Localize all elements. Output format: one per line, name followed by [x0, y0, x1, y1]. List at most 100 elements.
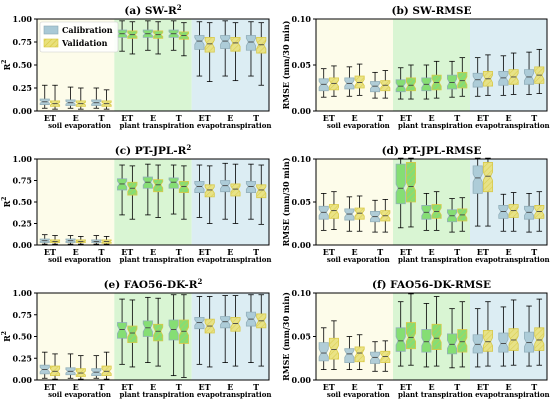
- x-tick-label: E: [505, 113, 511, 123]
- x-tick-label: ET: [44, 113, 56, 123]
- legend-swatch-hatch: [44, 39, 58, 47]
- region-evapotranspiration: [470, 159, 547, 245]
- x-tick-label: E: [351, 113, 357, 123]
- region-plant-transpiration: [393, 159, 470, 245]
- x-tick-label: T: [454, 113, 460, 123]
- region-plant-transpiration: [114, 159, 192, 245]
- y-tick-label: 0.25: [13, 83, 32, 93]
- x-tick-label: E: [227, 247, 233, 257]
- x-tick-label: E: [505, 247, 511, 257]
- box-validation-hatch: [534, 327, 544, 351]
- y-tick-label: 0.00: [13, 375, 33, 385]
- group-label: evapotranspiration: [475, 390, 550, 399]
- y-axis-label: RMSE (mm/30 min): [281, 157, 291, 246]
- box-validation-hatch: [432, 324, 442, 350]
- ylabel-superscript: 2: [1, 197, 8, 201]
- region-plant-transpiration: [393, 293, 470, 380]
- y-tick-label: 0.05: [292, 60, 311, 70]
- box-validation-hatch: [329, 204, 339, 219]
- panel-title: (d) PT-JPL-RMSE: [382, 145, 482, 157]
- box-calibration: [395, 163, 406, 205]
- group-label: plant transpiration: [119, 255, 194, 264]
- box-calibration: [498, 332, 509, 353]
- y-tick-label: 1.00: [13, 288, 33, 298]
- y-axis-label: R2: [1, 197, 12, 208]
- x-tick-label: E: [227, 113, 233, 123]
- box-calibration: [168, 177, 179, 189]
- y-tick-label: 0.05: [292, 332, 311, 342]
- region-soil-evaporation: [316, 293, 393, 380]
- group-label: soil evaporation: [48, 121, 111, 130]
- box-calibration: [194, 35, 205, 50]
- x-tick-label: T: [253, 113, 259, 123]
- x-tick-label: ET: [323, 113, 335, 123]
- y-tick-label: 1.00: [13, 154, 33, 164]
- y-tick-label: 0.50: [13, 197, 33, 207]
- legend-swatch-calibration: [43, 25, 59, 35]
- x-tick-label: E: [505, 382, 511, 392]
- x-tick-label: ET: [121, 113, 133, 123]
- x-tick-label: T: [253, 382, 259, 392]
- legend: Calibration Validation: [39, 21, 119, 53]
- x-tick-label: E: [150, 382, 156, 392]
- y-tick-label: 0.50: [13, 332, 33, 342]
- y-tick-label: 0.50: [13, 60, 33, 70]
- region-evapotranspiration: [191, 19, 269, 111]
- region-evapotranspiration: [470, 19, 547, 111]
- y-axis-label: RMSE (mm/30 min): [281, 292, 291, 381]
- x-tick-label: T: [176, 382, 182, 392]
- x-tick-label: E: [150, 247, 156, 257]
- x-tick-label: ET: [477, 382, 489, 392]
- x-tick-label: E: [351, 247, 357, 257]
- x-tick-label: ET: [400, 247, 412, 257]
- y-tick-label: 0.00: [292, 375, 312, 385]
- x-tick-label: E: [428, 113, 434, 123]
- region-plant-transpiration: [114, 19, 192, 111]
- x-tick-label: T: [98, 247, 104, 257]
- group-label: evapotranspiration: [475, 121, 550, 130]
- x-tick-label: ET: [199, 382, 211, 392]
- y-tick-label: 0.10: [292, 288, 312, 298]
- box-validation-hatch: [329, 338, 339, 360]
- y-tick-label: 0.75: [13, 37, 32, 47]
- box-validation-hatch: [406, 77, 416, 91]
- region-evapotranspiration: [470, 293, 547, 380]
- box-validation-hatch: [153, 179, 163, 192]
- box-validation-hatch: [205, 184, 215, 197]
- x-tick-label: ET: [477, 113, 489, 123]
- panel-title: (c) PT-JPL-R2: [115, 143, 192, 157]
- box-calibration: [370, 81, 381, 93]
- group-label: evapotranspiration: [475, 255, 550, 264]
- x-tick-label: ET: [323, 382, 335, 392]
- y-tick-label: 1.00: [13, 14, 33, 24]
- x-tick-label: T: [377, 247, 383, 257]
- group-label: plant transpiration: [398, 390, 473, 399]
- box-validation-hatch: [153, 324, 163, 341]
- x-tick-label: E: [227, 382, 233, 392]
- x-tick-label: T: [531, 382, 537, 392]
- group-label: evapotranspiration: [197, 255, 272, 264]
- group-label: evapotranspiration: [197, 121, 272, 130]
- y-axis-label: R2: [1, 331, 12, 342]
- x-tick-label: T: [253, 247, 259, 257]
- x-tick-label: T: [531, 113, 537, 123]
- box-validation-hatch: [457, 72, 467, 88]
- box-validation-hatch: [127, 326, 138, 343]
- y-axis-label: RMSE (mm/30 min): [281, 20, 291, 109]
- box-validation-hatch: [329, 77, 339, 90]
- x-tick-label: ET: [323, 247, 335, 257]
- box-calibration: [498, 71, 509, 86]
- box-validation-hatch: [230, 183, 241, 196]
- box-validation-hatch: [256, 184, 266, 198]
- legend-label-calibration: Calibration: [62, 25, 113, 35]
- region-plant-transpiration: [393, 19, 470, 111]
- box-validation-hatch: [457, 329, 467, 353]
- x-tick-label: T: [377, 382, 383, 392]
- box-calibration: [344, 348, 355, 364]
- x-tick-label: ET: [44, 382, 56, 392]
